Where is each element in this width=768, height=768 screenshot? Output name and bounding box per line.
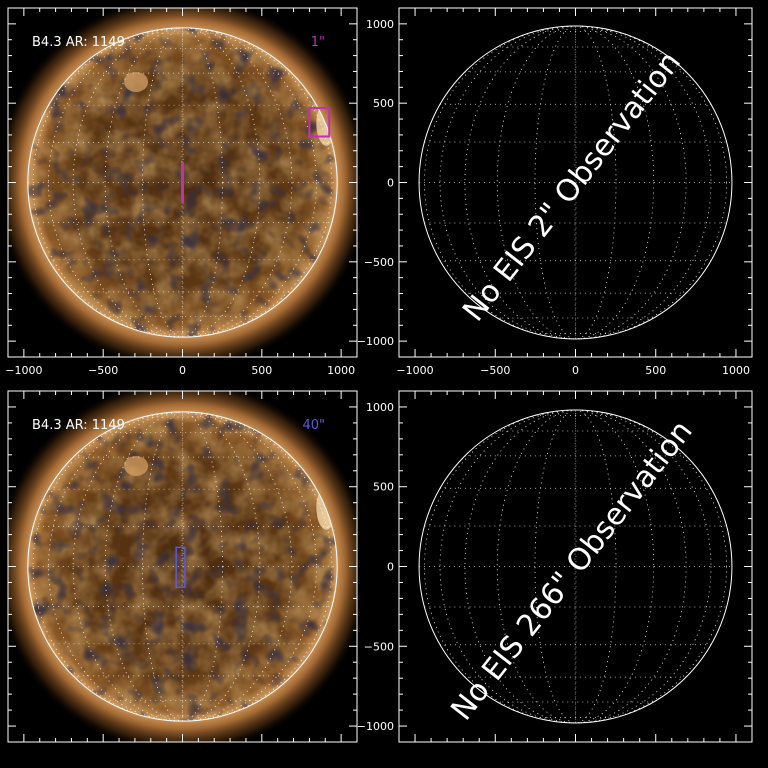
x-tick-label: −500	[88, 364, 118, 377]
y-tick-label: −500	[364, 640, 394, 653]
no-observation-message: No EIS 2" Observation	[456, 45, 688, 328]
fov-box	[308, 106, 331, 138]
panel-2: −1000 −500 0 500 1000 1000 500 0 −500 −1000 No EIS…	[357, 7, 753, 377]
coronal-holes	[27, 411, 338, 722]
heliographic-grid	[419, 409, 732, 724]
eis-fov-box	[175, 546, 186, 588]
x-tick-label: 1000	[327, 364, 355, 377]
x-tick-label: 500	[645, 364, 666, 377]
x-tick-label: 0	[572, 364, 579, 377]
slit-label: 1"	[311, 35, 325, 50]
slit-label: 40"	[302, 418, 325, 433]
x-tick-label: −500	[480, 364, 510, 377]
heliographic-grid	[419, 25, 732, 340]
no-observation-message: No EIS 266" Observation	[444, 414, 699, 727]
eis-slit-marker	[181, 161, 184, 204]
y-tick-label: 500	[373, 97, 394, 110]
x-tick-label: 1000	[722, 364, 750, 377]
active-region-label: B4.3 AR: 1149	[32, 35, 125, 50]
heliographic-grid	[27, 27, 338, 338]
x-tick-label: 500	[251, 364, 272, 377]
y-tick-label: 500	[373, 481, 394, 494]
y-tick-label: −1000	[357, 720, 394, 733]
y-tick-label: 0	[387, 561, 394, 574]
bright-region	[124, 455, 149, 476]
ticks	[8, 391, 357, 742]
panel-1: −1000 −500 0 500 1000 B4.3 AR: 1149 1"	[5, 7, 358, 377]
y-tick-label: 1000	[366, 18, 394, 31]
y-tick-label: −500	[364, 256, 394, 269]
ticks	[399, 391, 752, 742]
x-tick-label: −1000	[5, 364, 42, 377]
bright-region	[124, 71, 149, 92]
panel-4: 1000 500 0 −500 −1000 No EIS 266" Observation	[357, 390, 753, 743]
heliographic-grid	[27, 411, 338, 722]
x-tick-label: 0	[179, 364, 186, 377]
y-tick-label: 0	[387, 177, 394, 190]
y-tick-label: 1000	[366, 401, 394, 414]
ticks	[8, 8, 357, 357]
ticks	[399, 8, 752, 357]
x-tick-label: −1000	[396, 364, 433, 377]
active-region-label: B4.3 AR: 1149	[32, 418, 125, 433]
panel-3: B4.3 AR: 1149 40"	[7, 390, 358, 743]
y-tick-label: −1000	[357, 335, 394, 348]
